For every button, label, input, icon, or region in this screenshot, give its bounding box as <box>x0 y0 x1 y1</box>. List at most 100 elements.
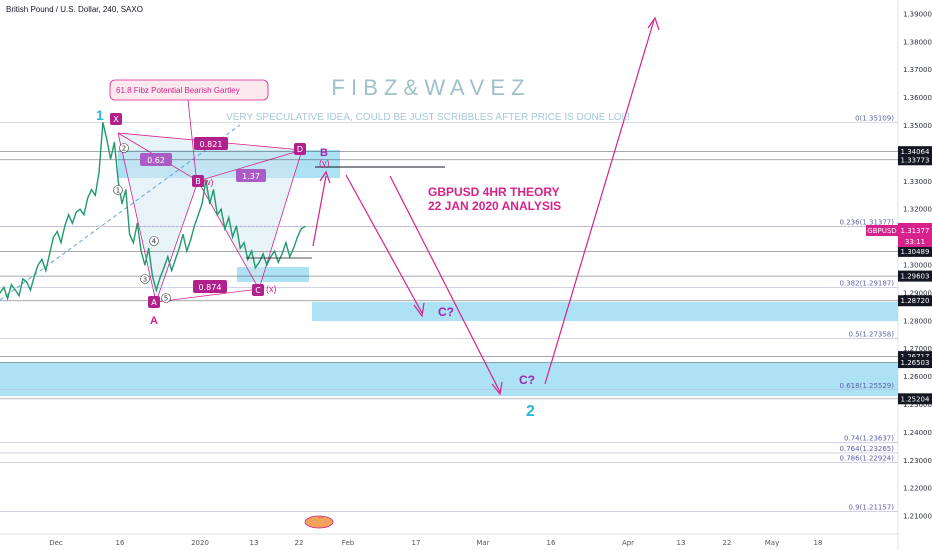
price-point <box>45 270 47 272</box>
price-point <box>159 277 161 279</box>
price-point <box>7 297 9 300</box>
x-tick-label: Mar <box>476 539 489 547</box>
y-tick-label: 1.25000 <box>903 401 932 409</box>
y-tick-label: 1.37000 <box>903 66 932 74</box>
pattern-c-label: C <box>255 286 261 295</box>
arrow-down-to-c-lower <box>389 175 501 393</box>
fib-level-label: 0.382(1.29187) <box>840 280 895 288</box>
price-point <box>64 225 66 227</box>
price-level-tag-label: 1.28720 <box>901 297 930 305</box>
pattern-point-a: A <box>148 296 160 308</box>
arrowhead-long <box>647 16 660 31</box>
price-point <box>49 253 51 255</box>
price-point <box>300 228 302 230</box>
c-lower-label: C? <box>519 373 535 387</box>
fib-level-label: 0.764(1.23265) <box>840 445 895 453</box>
price-point <box>258 261 260 263</box>
sub-wave-4-circle <box>149 236 159 246</box>
price-points <box>0 121 306 300</box>
price-tag-value: 1.31377 <box>901 227 930 235</box>
x-tick-label: Dec <box>49 539 63 547</box>
price-point <box>56 230 58 233</box>
fib-level-label: 0(1.35109) <box>855 114 894 122</box>
price-level-tag-label: 1.34064 <box>901 148 930 156</box>
current-price-tag: GBPUSD 1.31377 33:11 <box>866 223 932 247</box>
y-tick-label: 1.24000 <box>903 429 932 437</box>
price-point <box>273 250 276 252</box>
price-point <box>52 236 55 238</box>
price-level-tag-label: 1.29603 <box>901 273 930 281</box>
sub-wave-2-circle <box>119 143 129 153</box>
price-point <box>243 242 245 244</box>
price-point <box>251 250 253 252</box>
x-axis-ticks: Dec 16 2020 13 22 Feb 17 Mar 16 Apr 13 22 May 18 <box>49 539 822 547</box>
price-point <box>98 171 100 173</box>
logo-label: ... <box>319 514 324 520</box>
price-point <box>90 189 93 191</box>
lower-target-zone <box>0 362 898 396</box>
fib-level-label: 0.618(1.25529) <box>840 382 895 390</box>
price-point <box>113 141 115 143</box>
wave-b-label: B <box>320 147 328 159</box>
ratio-0821-label: 0.821 <box>200 140 223 149</box>
fib-level-label: 0.786(1.22924) <box>840 454 895 462</box>
price-point <box>235 225 237 227</box>
symbol-title: British Pound / U.S. Dollar, 240, SAXO <box>6 5 143 14</box>
price-point <box>193 225 195 227</box>
x-tick-label: 13 <box>677 539 686 547</box>
fib-level-label: 0.74(1.23637) <box>844 435 894 443</box>
ratio-0821: 0.821 <box>194 137 228 150</box>
price-point <box>14 289 16 291</box>
theory-date: 22 JAN 2020 ANALYSIS <box>428 199 561 213</box>
wave-x-label: (x) <box>266 284 277 294</box>
ratio-062-label: 0.62 <box>147 156 165 165</box>
price-point <box>18 295 20 297</box>
price-point <box>262 253 264 255</box>
price-point <box>41 258 43 260</box>
price-level-tag-bg <box>898 351 932 363</box>
price-tag-countdown: 33:11 <box>905 238 925 246</box>
x-tick-label: 16 <box>116 539 125 547</box>
price-point <box>60 242 62 244</box>
price-point <box>212 189 215 191</box>
x-tick-label: 17 <box>412 539 421 547</box>
y-tick-label: 1.39000 <box>903 10 932 18</box>
sub-wave-3-circle <box>140 274 150 284</box>
price-level-tag-label: 1.30489 <box>901 248 930 256</box>
price-point <box>224 228 226 230</box>
price-point <box>296 236 298 238</box>
fib-level-label: 0.236(1.31377) <box>840 219 895 227</box>
sub-wave-4-label: 4 <box>152 238 157 246</box>
price-point <box>79 208 81 210</box>
price-point <box>125 189 127 191</box>
price-point <box>68 214 70 216</box>
sub-wave-2-label: 2 <box>122 145 126 153</box>
price-point <box>140 250 142 252</box>
price-point <box>304 225 306 228</box>
logo-icon: ... <box>304 514 334 529</box>
pattern-point-b: B <box>192 175 204 187</box>
x-tick-label: May <box>765 539 779 547</box>
upper-target-zone <box>312 302 898 321</box>
sub-wave-1-circle <box>113 185 123 195</box>
brand-title: F I B Z & W A V E Z <box>331 75 524 100</box>
sub-wave-5-circle <box>161 293 171 303</box>
price-point <box>22 278 24 280</box>
price-point <box>144 264 146 266</box>
y-tick-label: 1.32000 <box>903 206 932 214</box>
price-point <box>178 247 180 249</box>
wave-1-label: 1 <box>96 107 104 123</box>
y-tick-label: 1.38000 <box>903 38 932 46</box>
price-point <box>29 289 32 291</box>
price-point <box>110 158 112 160</box>
price-point <box>186 250 188 252</box>
price-point <box>201 203 203 205</box>
y-tick-label: 1.35000 <box>903 122 932 130</box>
price-point <box>228 217 230 219</box>
price-point <box>266 264 268 266</box>
y-tick-label: 1.29000 <box>903 289 932 297</box>
y-tick-label: 1.33000 <box>903 178 932 186</box>
price-point <box>117 180 119 182</box>
price-point <box>197 214 199 216</box>
